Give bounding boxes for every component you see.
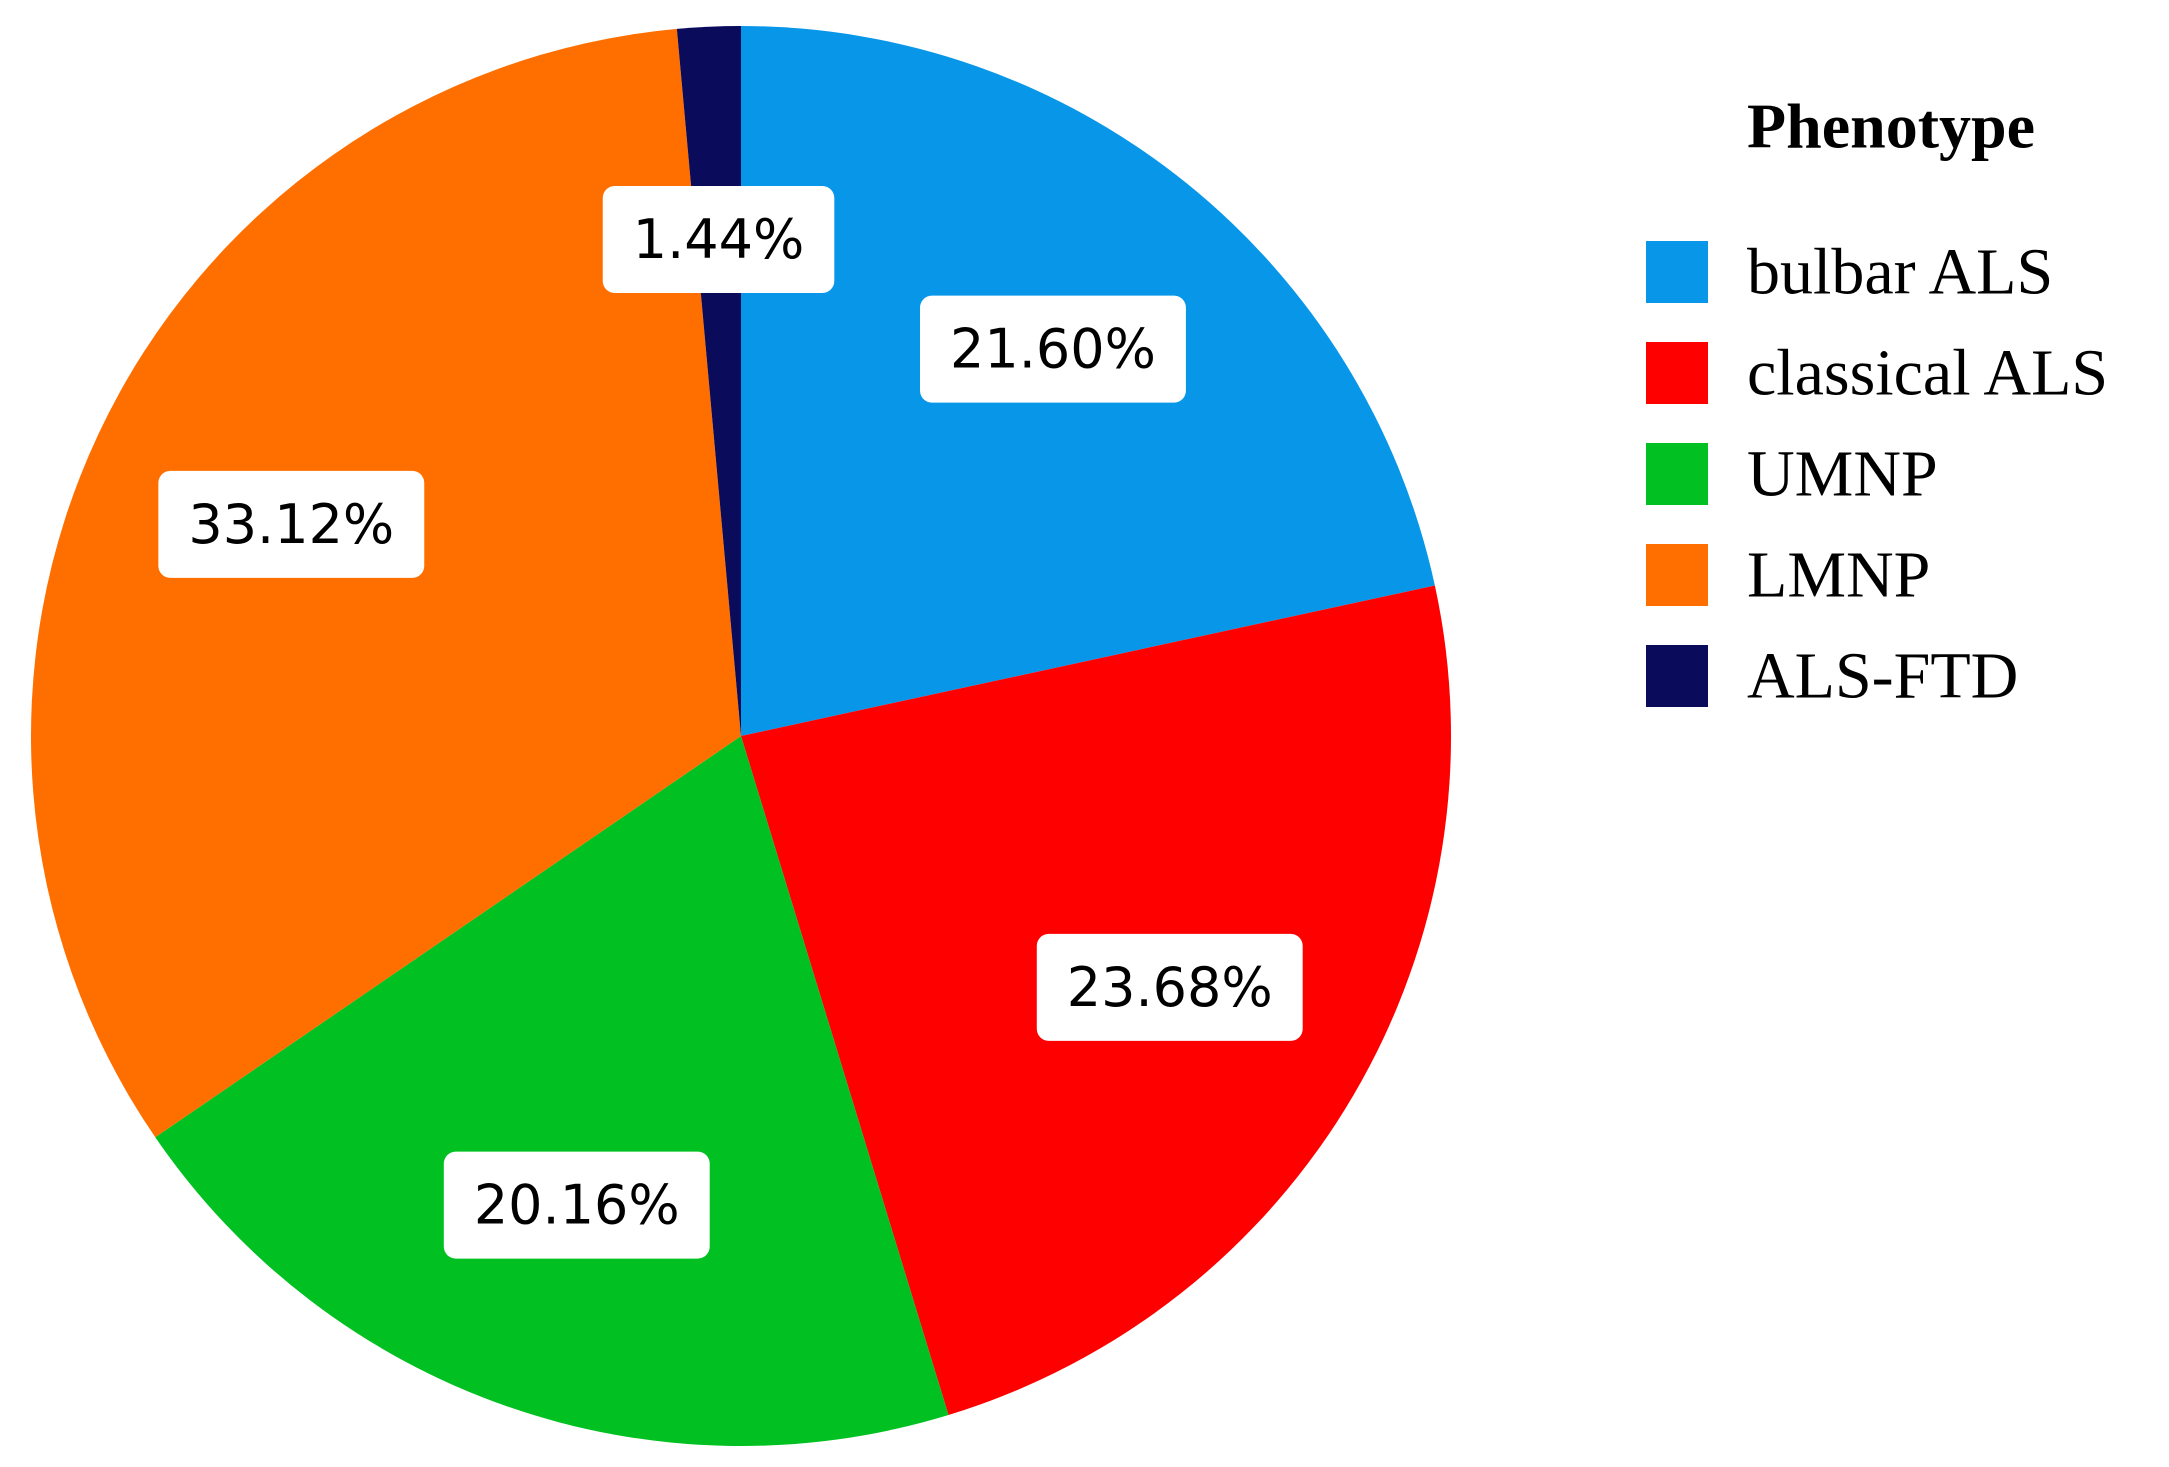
value-label: 23.68% [1067,956,1273,1019]
value-label: 21.60% [950,318,1156,381]
legend-swatch [1646,443,1708,505]
legend-title: Phenotype [1747,91,2035,162]
value-label-box [1036,933,1303,1041]
legend-label: bulbar ALS [1747,236,2053,309]
pie-slice [155,736,949,1446]
value-label: 33.12% [188,493,394,556]
value-label-box [443,1151,710,1259]
legend-label: LMNP [1747,539,1930,612]
legend-swatch [1646,342,1708,404]
value-label-box [920,295,1186,403]
legend-swatch [1646,241,1708,303]
value-label-box [158,470,425,578]
legend-label: classical ALS [1747,337,2108,410]
pie-slice [31,28,742,1138]
value-label-box [602,186,835,294]
legend-swatch [1646,645,1708,707]
legend-label: UMNP [1747,438,1938,511]
value-label: 20.16% [474,1174,680,1237]
legend-swatch [1646,544,1708,606]
value-label: 1.44% [633,208,805,271]
legend-label: ALS-FTD [1747,640,2018,713]
